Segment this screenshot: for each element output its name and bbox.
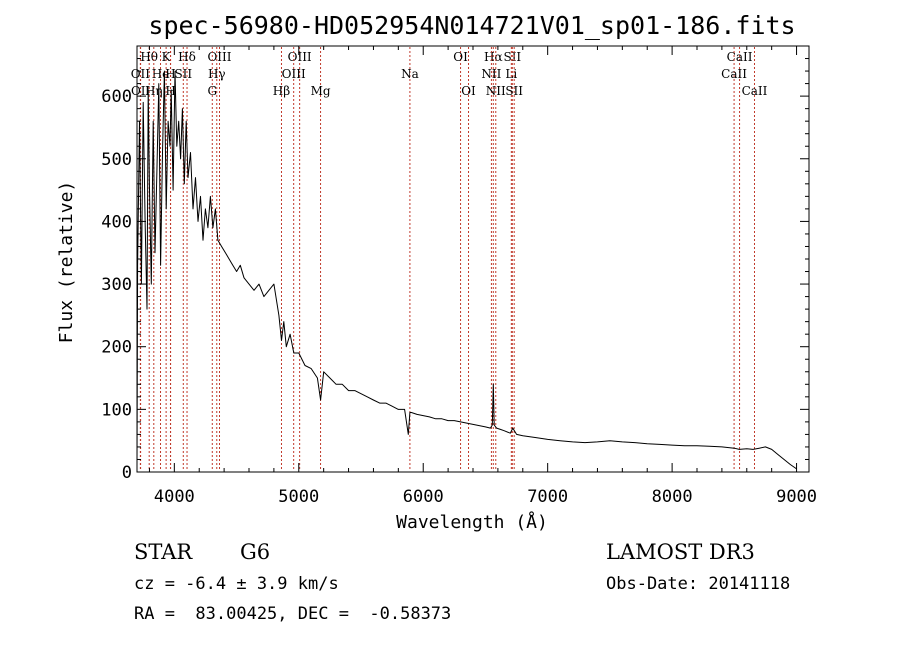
line-marker-label: Hα: [484, 50, 503, 64]
line-marker-label: Hδ: [178, 50, 196, 64]
y-tick-label: 600: [101, 87, 132, 107]
line-marker-label: OI: [461, 84, 476, 98]
line-marker-label: Hη: [145, 84, 163, 98]
y-tick-label: 300: [101, 275, 132, 295]
line-marker-label: Hβ: [273, 84, 290, 98]
line-marker-label: H: [165, 67, 175, 81]
line-marker-label: Mg: [311, 84, 331, 98]
line-marker-label: SII: [505, 84, 523, 98]
line-marker-label: OII: [131, 84, 151, 98]
line-marker-label: NII: [481, 67, 501, 81]
survey-label: LAMOST DR3: [606, 540, 755, 564]
line-marker-label: CaII: [727, 50, 753, 64]
spectrum-series: [136, 70, 797, 470]
x-tick-label: 5000: [278, 487, 319, 507]
line-marker-label: SII: [503, 50, 521, 64]
line-marker-label: CaII: [721, 67, 747, 81]
series-line-spectrum: [136, 70, 797, 470]
y-tick-label: 500: [101, 150, 132, 170]
y-tick-label: 100: [101, 400, 132, 420]
line-marker-label: NII: [486, 84, 506, 98]
line-marker-label: SII: [174, 67, 192, 81]
y-tick-label: 200: [101, 338, 132, 358]
coordinates-text: RA = 83.00425, DEC = -0.58373: [134, 604, 451, 624]
object-subclass: G6: [240, 540, 270, 564]
x-tick-label: 7000: [527, 487, 568, 507]
x-tick-label: 8000: [652, 487, 693, 507]
plot-frame: [136, 45, 810, 473]
x-axis-ticks: 4000 5000 6000 7000 8000 9000: [148, 46, 817, 507]
x-axis-label: Wavelength (Å): [396, 511, 548, 533]
line-marker-label: Hγ: [208, 67, 226, 81]
line-marker-label: OII: [131, 67, 151, 81]
chart-title: spec-56980-HD052954N014721V01_sp01-186.f…: [148, 11, 795, 40]
x-tick-label: 4000: [154, 487, 195, 507]
redshift-text: cz = -6.4 ± 3.9 km/s: [134, 574, 339, 594]
line-marker-label: Hθ: [140, 50, 158, 64]
y-axis-label: Flux (relative): [56, 181, 77, 344]
line-marker-label: OIII: [207, 50, 231, 64]
obs-date-text: Obs-Date: 20141118: [606, 574, 790, 594]
line-marker-label: K: [162, 50, 172, 64]
x-tick-label: 6000: [403, 487, 444, 507]
x-tick-label: 9000: [776, 487, 817, 507]
y-axis-ticks: 0 100 200 300 400 500 600: [101, 58, 809, 483]
line-marker-label: CaII: [742, 84, 768, 98]
y-tick-label: 400: [101, 212, 132, 232]
line-marker-label: H: [165, 84, 175, 98]
line-marker-label: OIII: [288, 50, 312, 64]
line-marker-label: G: [207, 84, 217, 98]
line-marker-label: Na: [401, 67, 419, 81]
line-marker-label: OI: [453, 50, 468, 64]
line-marker-label: OIII: [282, 67, 306, 81]
line-marker-label: Li: [505, 67, 517, 81]
object-class: STAR: [134, 540, 193, 564]
y-tick-label: 0: [122, 463, 132, 483]
